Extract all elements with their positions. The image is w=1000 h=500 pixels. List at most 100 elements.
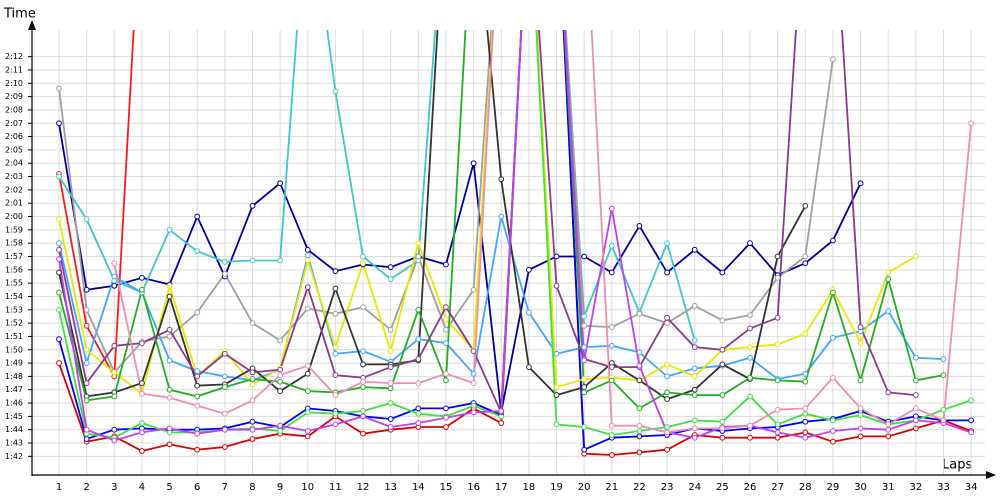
data-point (139, 429, 145, 436)
data-point (56, 336, 62, 343)
data-point (691, 392, 698, 398)
data-point (56, 360, 62, 366)
data-point (194, 446, 201, 453)
y-tick-label: 2:03 (5, 172, 23, 181)
data-point (387, 348, 394, 354)
data-point (802, 418, 809, 425)
data-point (664, 424, 670, 430)
data-point (940, 356, 947, 362)
data-point (857, 405, 864, 412)
data-point (719, 434, 726, 441)
data-point (802, 434, 809, 441)
x-tick-label: 15 (440, 482, 453, 493)
data-point (719, 361, 726, 368)
x-tick-label: 9 (277, 482, 283, 493)
data-point (470, 286, 477, 293)
data-point (498, 420, 505, 426)
y-tick-label: 1:53 (5, 305, 23, 314)
data-point (387, 424, 394, 430)
y-tick-label: 1:45 (5, 412, 23, 421)
y-tick-label: 2:11 (5, 65, 23, 74)
data-point (885, 276, 892, 283)
y-tick-label: 2:06 (5, 132, 23, 141)
data-point (166, 293, 173, 300)
data-point (940, 417, 947, 424)
x-tick-label: 1 (56, 482, 62, 493)
data-point (608, 422, 615, 429)
data-point (470, 402, 477, 409)
data-point (194, 430, 201, 437)
data-point (774, 253, 781, 260)
data-point (83, 286, 90, 293)
x-axis-arrow (986, 471, 996, 479)
data-point (139, 340, 145, 346)
data-point (304, 252, 311, 259)
data-point (415, 240, 422, 247)
data-point (194, 382, 201, 389)
data-point (747, 344, 753, 350)
data-point (553, 392, 560, 398)
data-point (608, 205, 615, 212)
data-point (830, 374, 836, 381)
data-point (443, 340, 449, 346)
data-point (774, 406, 781, 413)
data-point (664, 429, 670, 436)
data-point (581, 376, 588, 382)
x-tick-label: 8 (249, 482, 255, 493)
data-point (83, 397, 90, 404)
data-point (553, 350, 560, 357)
data-point (553, 384, 560, 390)
data-point (774, 377, 781, 384)
data-point (719, 418, 726, 425)
data-point (221, 258, 228, 265)
y-tick-label: 1:46 (5, 399, 23, 408)
data-point (912, 253, 919, 260)
data-point (691, 386, 698, 393)
data-point (470, 370, 477, 377)
data-point (443, 377, 449, 384)
y-tick-label: 1:50 (5, 345, 23, 354)
data-point (387, 264, 394, 271)
data-point (885, 426, 892, 433)
data-point (56, 256, 62, 263)
x-tick-label: 29 (827, 482, 840, 493)
data-point (360, 384, 366, 390)
data-point (747, 422, 753, 429)
data-point (885, 308, 892, 315)
data-point (332, 268, 339, 275)
data-point (415, 306, 422, 313)
data-point (249, 320, 256, 327)
data-point (111, 342, 118, 349)
data-point (664, 320, 670, 327)
data-point (719, 269, 726, 276)
data-point (332, 421, 339, 428)
data-point (194, 248, 201, 255)
data-point (664, 446, 670, 453)
data-point (387, 380, 394, 386)
y-tick-label: 1:56 (5, 265, 23, 274)
data-point (360, 413, 366, 420)
data-point (277, 372, 284, 378)
data-point (636, 449, 643, 456)
data-point (194, 373, 201, 380)
data-point (415, 356, 422, 362)
data-point (221, 444, 228, 450)
data-point (691, 337, 698, 344)
data-point (415, 410, 422, 417)
data-point (166, 282, 173, 289)
data-point (111, 437, 118, 444)
y-tick-label: 1:54 (5, 292, 23, 301)
data-point (443, 326, 449, 333)
data-point (194, 309, 201, 316)
y-tick-label: 1:57 (5, 252, 23, 261)
data-point (221, 384, 228, 390)
data-point (304, 246, 311, 253)
data-point (912, 405, 919, 412)
data-point (940, 406, 947, 413)
data-point (581, 424, 588, 430)
data-point (636, 428, 643, 434)
data-point (360, 408, 366, 414)
data-point (664, 269, 670, 276)
data-point (221, 426, 228, 433)
data-point (304, 433, 311, 440)
